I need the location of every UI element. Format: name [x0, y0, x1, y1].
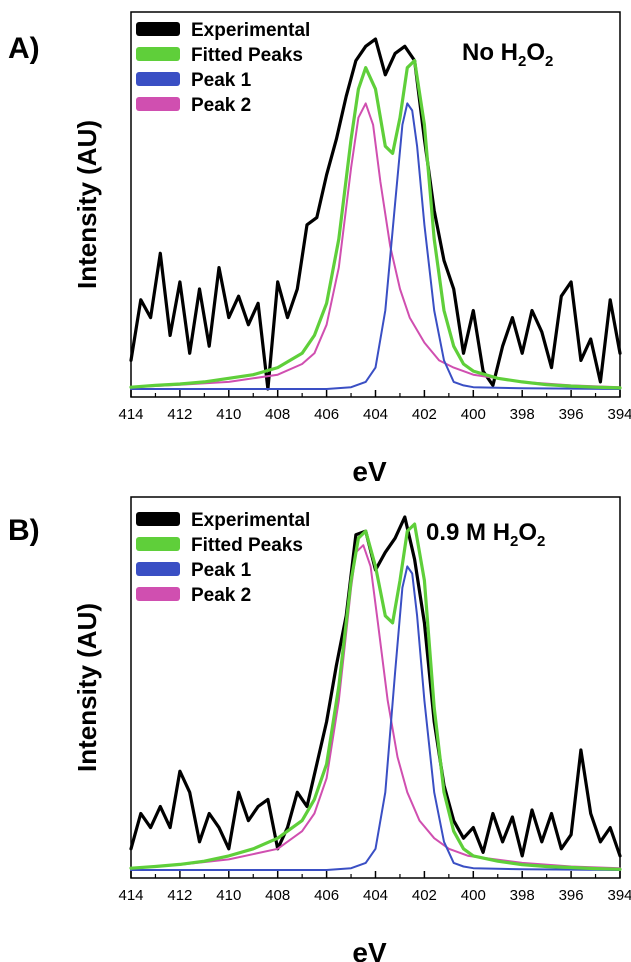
legend-label: Peak 1: [191, 70, 252, 91]
x-tick-label: 394: [607, 406, 631, 423]
panel-b: 414 412 410 408 406 404 402 400 398 396 394 B) Inten…: [8, 496, 631, 962]
legend-label: Fitted Peaks: [191, 45, 303, 66]
legend-swatch: [136, 97, 180, 111]
x-tick-label: 408: [265, 887, 290, 904]
legend-label: Peak 2: [191, 95, 251, 116]
x-tick-label: 396: [559, 887, 584, 904]
legend-label: Experimental: [191, 20, 310, 41]
x-tick-label: 414: [118, 406, 143, 423]
legend-swatch: [136, 72, 180, 86]
legend-label: Peak 1: [191, 560, 252, 581]
x-tick-label: 404: [363, 887, 388, 904]
annotation-part: No H: [462, 39, 518, 66]
panel-label: A): [8, 32, 40, 65]
legend-swatch: [136, 47, 180, 61]
legend-label: Experimental: [191, 510, 310, 531]
x-tick-label: 402: [412, 887, 437, 904]
legend-swatch: [136, 512, 180, 526]
series-line-peak-2: [130, 102, 621, 389]
x-tick-label: 412: [167, 887, 192, 904]
x-tick-label: 398: [510, 887, 535, 904]
series-line-experimental: [129, 37, 622, 391]
y-axis-label: Intensity (AU): [72, 120, 102, 289]
x-axis-label: eV: [352, 937, 387, 962]
legend-swatch: [136, 22, 180, 36]
x-tick-label: 396: [559, 406, 584, 423]
x-axis-label: eV: [352, 456, 387, 487]
annotation-part: 2: [510, 533, 518, 550]
annotation-part: O: [526, 39, 545, 66]
x-tick-label: 414: [118, 887, 143, 904]
x-tick-label: 400: [461, 406, 486, 423]
x-tick-label: 400: [461, 887, 486, 904]
annotation-part: 2: [545, 53, 553, 70]
annotation-part: 2: [537, 533, 545, 550]
condition-annotation: 0.9 M H2O2: [426, 519, 545, 550]
panel-label: B): [8, 514, 40, 547]
x-tick-label: 408: [265, 406, 290, 423]
annotation-part: 2: [518, 53, 526, 70]
legend-label: Peak 2: [191, 585, 251, 606]
x-tick-label: 398: [510, 406, 535, 423]
series-line-peak-2: [130, 544, 621, 870]
x-tick-label: 410: [216, 406, 241, 423]
y-axis-label: Intensity (AU): [72, 603, 102, 772]
series-line-fitted-peaks: [129, 58, 622, 390]
x-tick-label: 404: [363, 406, 388, 423]
x-tick-label: 412: [167, 406, 192, 423]
legend-label: Fitted Peaks: [191, 535, 303, 556]
annotation-part: O: [518, 519, 537, 546]
legend-swatch: [136, 562, 180, 576]
series-line-peak-1: [130, 102, 621, 390]
x-tick-label: 406: [314, 887, 339, 904]
series-line-peak-1: [130, 565, 621, 871]
annotation-part: 0.9 M H: [426, 519, 510, 546]
x-tick-label: 406: [314, 406, 339, 423]
series-line-fitted-peaks: [129, 522, 622, 871]
x-tick-label: 394: [607, 887, 631, 904]
legend-swatch: [136, 587, 180, 601]
x-tick-label: 402: [412, 406, 437, 423]
legend-swatch: [136, 537, 180, 551]
condition-annotation: No H2O2: [462, 39, 553, 70]
x-tick-label: 410: [216, 887, 241, 904]
panel-a: 414 412 410 408 406 404 402 400 398 396 394 A) Inten…: [8, 11, 631, 487]
